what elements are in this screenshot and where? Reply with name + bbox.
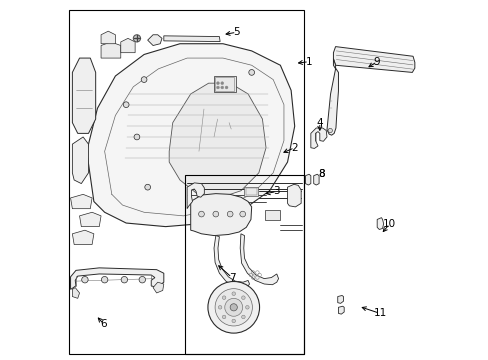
Polygon shape xyxy=(153,282,163,293)
Polygon shape xyxy=(72,58,96,134)
Polygon shape xyxy=(310,128,326,148)
Polygon shape xyxy=(326,59,338,135)
Bar xyxy=(215,77,234,91)
Circle shape xyxy=(121,276,127,283)
Polygon shape xyxy=(101,31,115,44)
Circle shape xyxy=(215,289,252,326)
Circle shape xyxy=(224,298,242,316)
Circle shape xyxy=(141,77,147,82)
Polygon shape xyxy=(72,288,80,298)
Polygon shape xyxy=(338,306,344,314)
Circle shape xyxy=(248,69,254,75)
Bar xyxy=(245,188,257,195)
Circle shape xyxy=(207,282,259,333)
Polygon shape xyxy=(305,174,310,185)
Text: 3: 3 xyxy=(273,186,280,197)
Polygon shape xyxy=(240,234,278,285)
Circle shape xyxy=(230,304,237,311)
Polygon shape xyxy=(214,235,249,288)
Polygon shape xyxy=(287,184,301,207)
Text: 7: 7 xyxy=(228,273,235,283)
Circle shape xyxy=(231,319,235,323)
Bar xyxy=(214,76,235,92)
Polygon shape xyxy=(376,218,383,229)
Circle shape xyxy=(81,276,88,283)
Circle shape xyxy=(144,184,150,190)
Circle shape xyxy=(212,211,218,217)
Bar xyxy=(69,10,303,354)
Bar xyxy=(265,210,279,220)
Circle shape xyxy=(216,86,219,89)
Polygon shape xyxy=(86,44,294,226)
Circle shape xyxy=(222,296,225,300)
Circle shape xyxy=(134,134,140,140)
Text: 5: 5 xyxy=(233,27,240,37)
Text: 8: 8 xyxy=(318,168,324,179)
Text: 8: 8 xyxy=(318,168,324,179)
Text: 10: 10 xyxy=(383,219,395,229)
Polygon shape xyxy=(190,194,251,235)
Circle shape xyxy=(241,315,244,319)
Polygon shape xyxy=(337,296,343,303)
Bar xyxy=(185,175,303,354)
Polygon shape xyxy=(72,230,94,244)
Polygon shape xyxy=(163,36,220,41)
Circle shape xyxy=(216,82,219,85)
Circle shape xyxy=(101,276,108,283)
Circle shape xyxy=(327,129,332,133)
Polygon shape xyxy=(80,212,101,226)
Circle shape xyxy=(245,306,249,309)
Circle shape xyxy=(221,82,223,85)
Polygon shape xyxy=(187,183,204,209)
Bar xyxy=(244,187,258,196)
Polygon shape xyxy=(147,35,162,45)
Polygon shape xyxy=(70,194,92,209)
Polygon shape xyxy=(72,137,88,184)
Circle shape xyxy=(239,211,245,217)
Text: 4: 4 xyxy=(316,118,323,128)
Circle shape xyxy=(227,211,233,217)
Circle shape xyxy=(139,276,145,283)
Circle shape xyxy=(133,35,140,42)
Circle shape xyxy=(218,306,222,309)
Text: 1: 1 xyxy=(305,57,312,67)
Polygon shape xyxy=(169,83,265,198)
Circle shape xyxy=(224,86,227,89)
Circle shape xyxy=(123,102,129,108)
Text: 2: 2 xyxy=(291,143,297,153)
Circle shape xyxy=(221,86,223,89)
Text: 6: 6 xyxy=(101,319,107,329)
Polygon shape xyxy=(101,42,121,58)
Polygon shape xyxy=(313,174,319,185)
Polygon shape xyxy=(121,39,135,53)
Circle shape xyxy=(198,211,204,217)
Circle shape xyxy=(231,292,235,296)
Text: 9: 9 xyxy=(373,57,380,67)
Circle shape xyxy=(222,315,225,319)
Text: 11: 11 xyxy=(373,309,386,318)
Polygon shape xyxy=(70,268,163,289)
Polygon shape xyxy=(333,46,414,72)
Circle shape xyxy=(241,296,244,300)
